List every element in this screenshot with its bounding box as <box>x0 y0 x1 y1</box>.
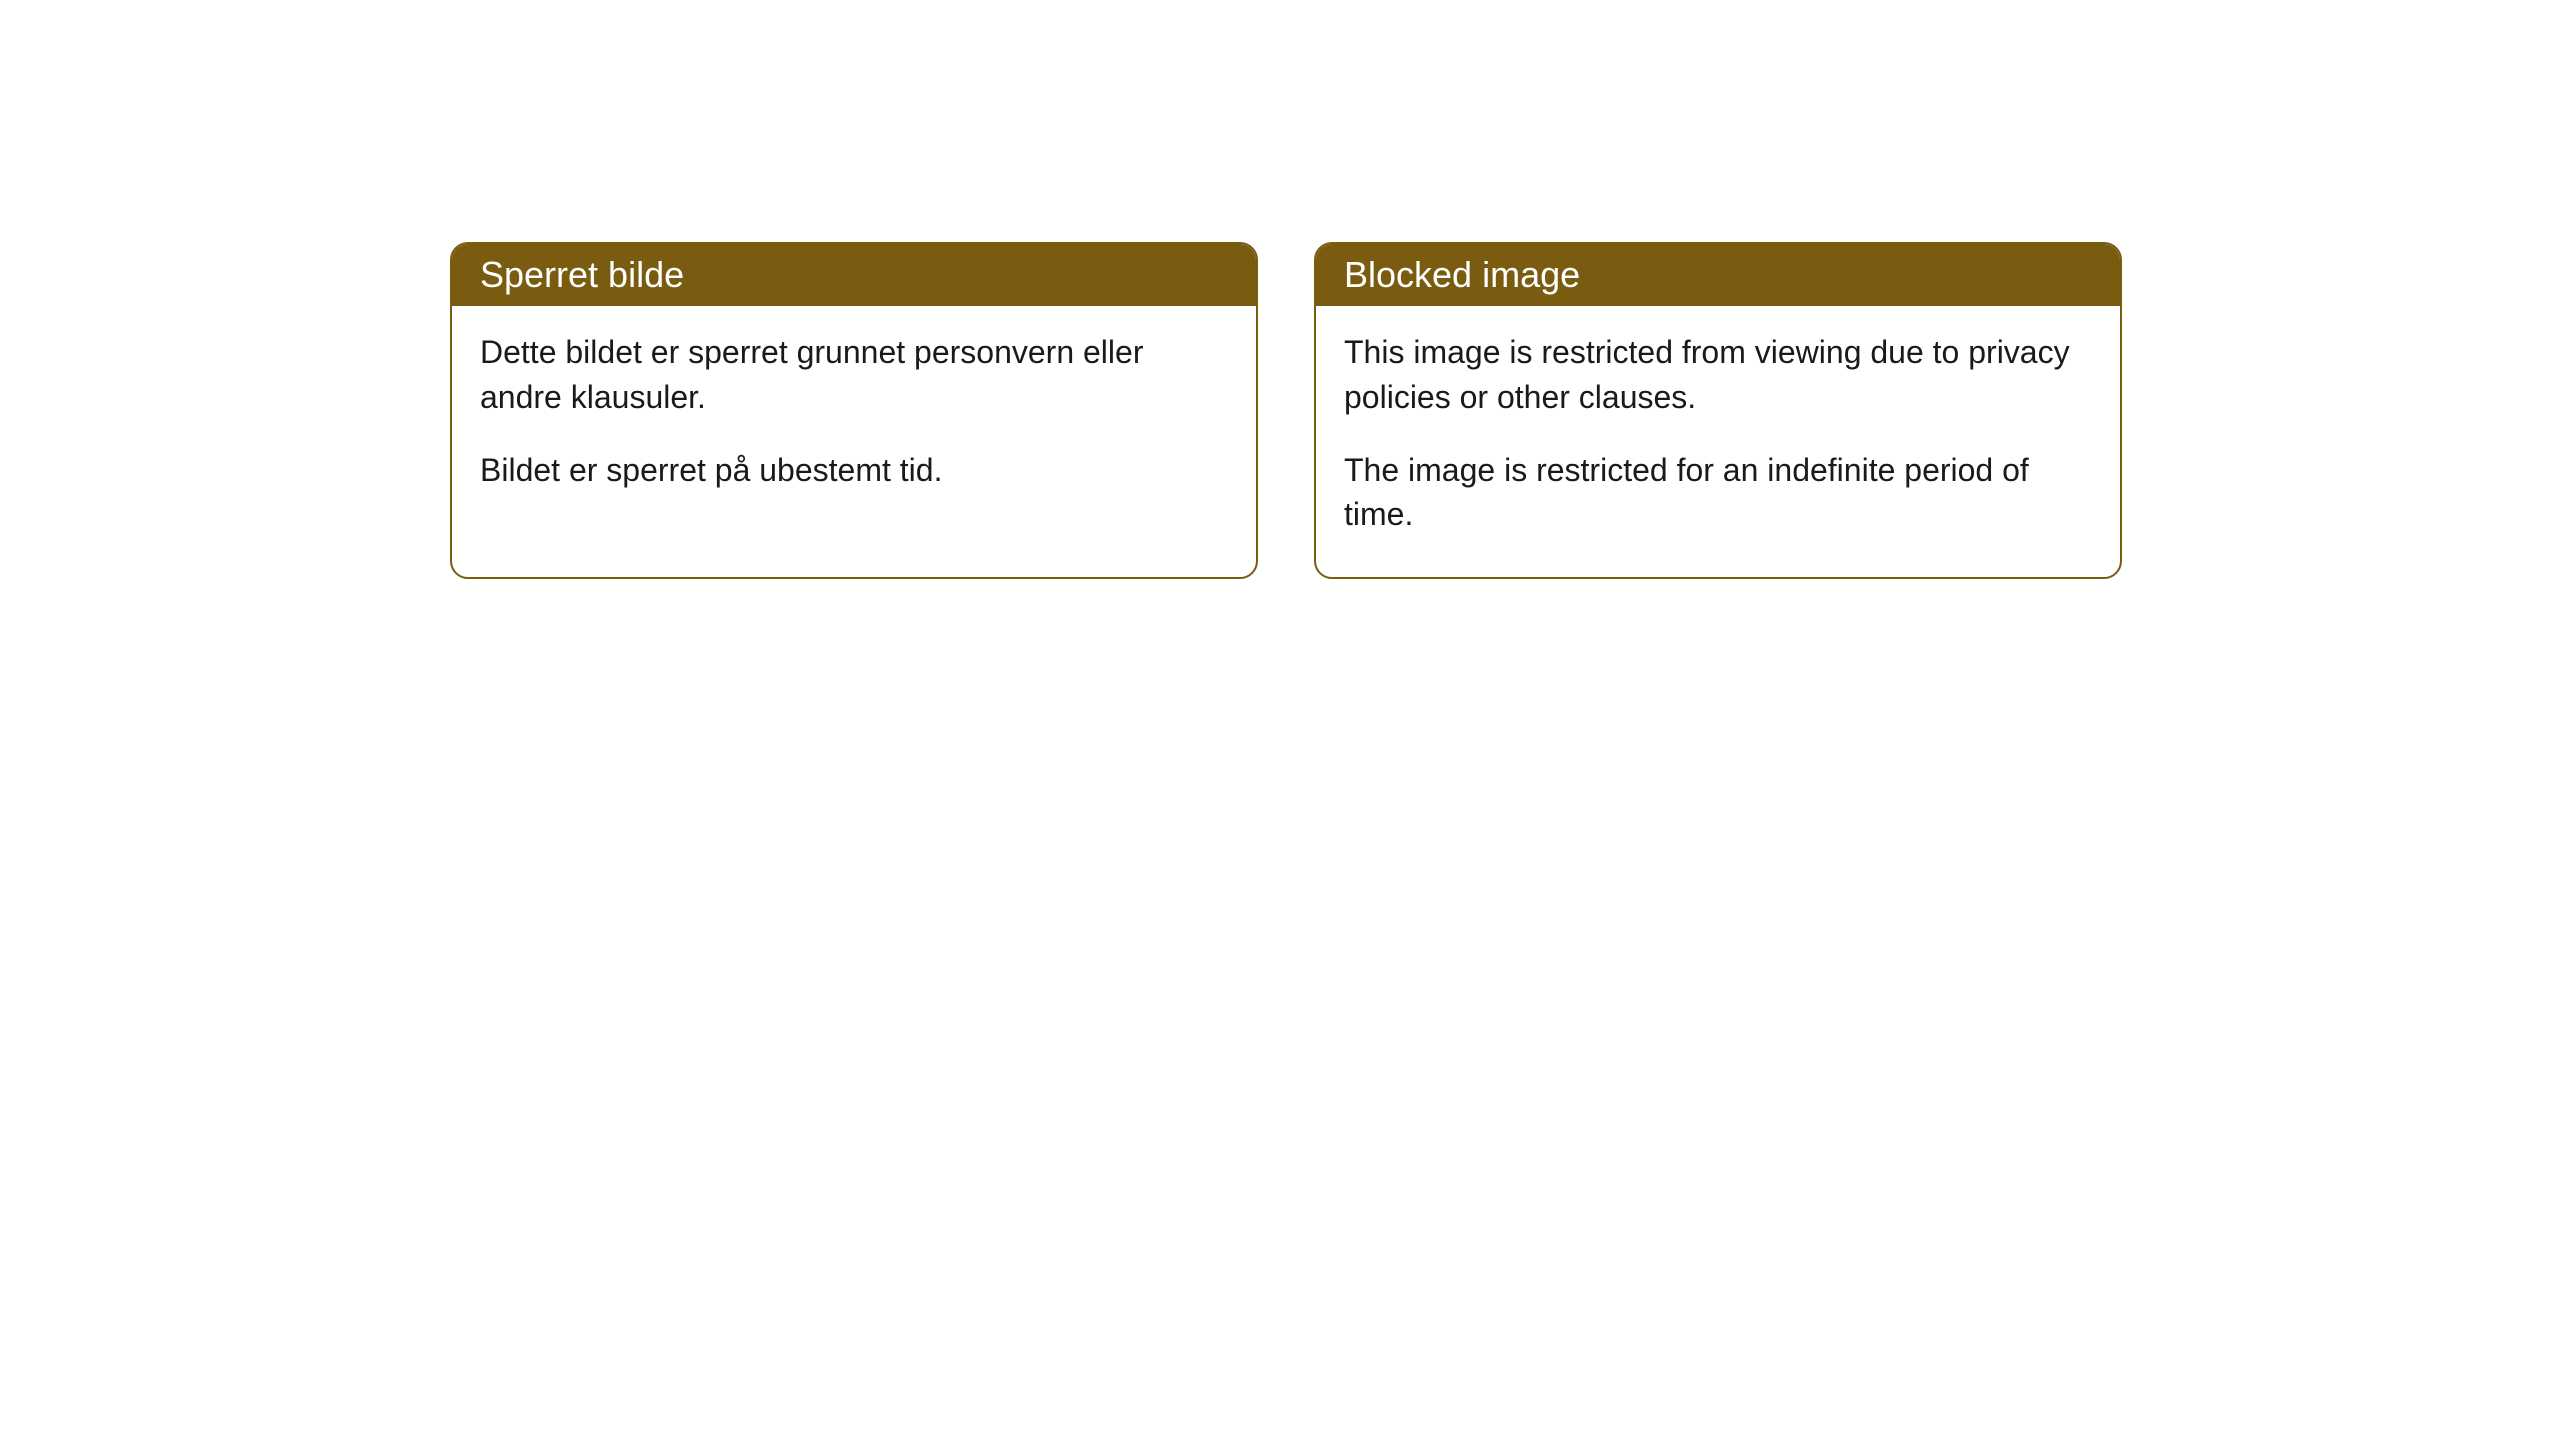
notice-cards-container: Sperret bilde Dette bildet er sperret gr… <box>450 242 2122 579</box>
card-paragraph: Bildet er sperret på ubestemt tid. <box>480 448 1228 493</box>
card-body-english: This image is restricted from viewing du… <box>1316 306 2120 577</box>
card-header-norwegian: Sperret bilde <box>452 244 1256 306</box>
notice-card-english: Blocked image This image is restricted f… <box>1314 242 2122 579</box>
notice-card-norwegian: Sperret bilde Dette bildet er sperret gr… <box>450 242 1258 579</box>
card-paragraph: Dette bildet er sperret grunnet personve… <box>480 330 1228 420</box>
card-body-norwegian: Dette bildet er sperret grunnet personve… <box>452 306 1256 532</box>
card-header-english: Blocked image <box>1316 244 2120 306</box>
card-paragraph: This image is restricted from viewing du… <box>1344 330 2092 420</box>
card-paragraph: The image is restricted for an indefinit… <box>1344 448 2092 538</box>
